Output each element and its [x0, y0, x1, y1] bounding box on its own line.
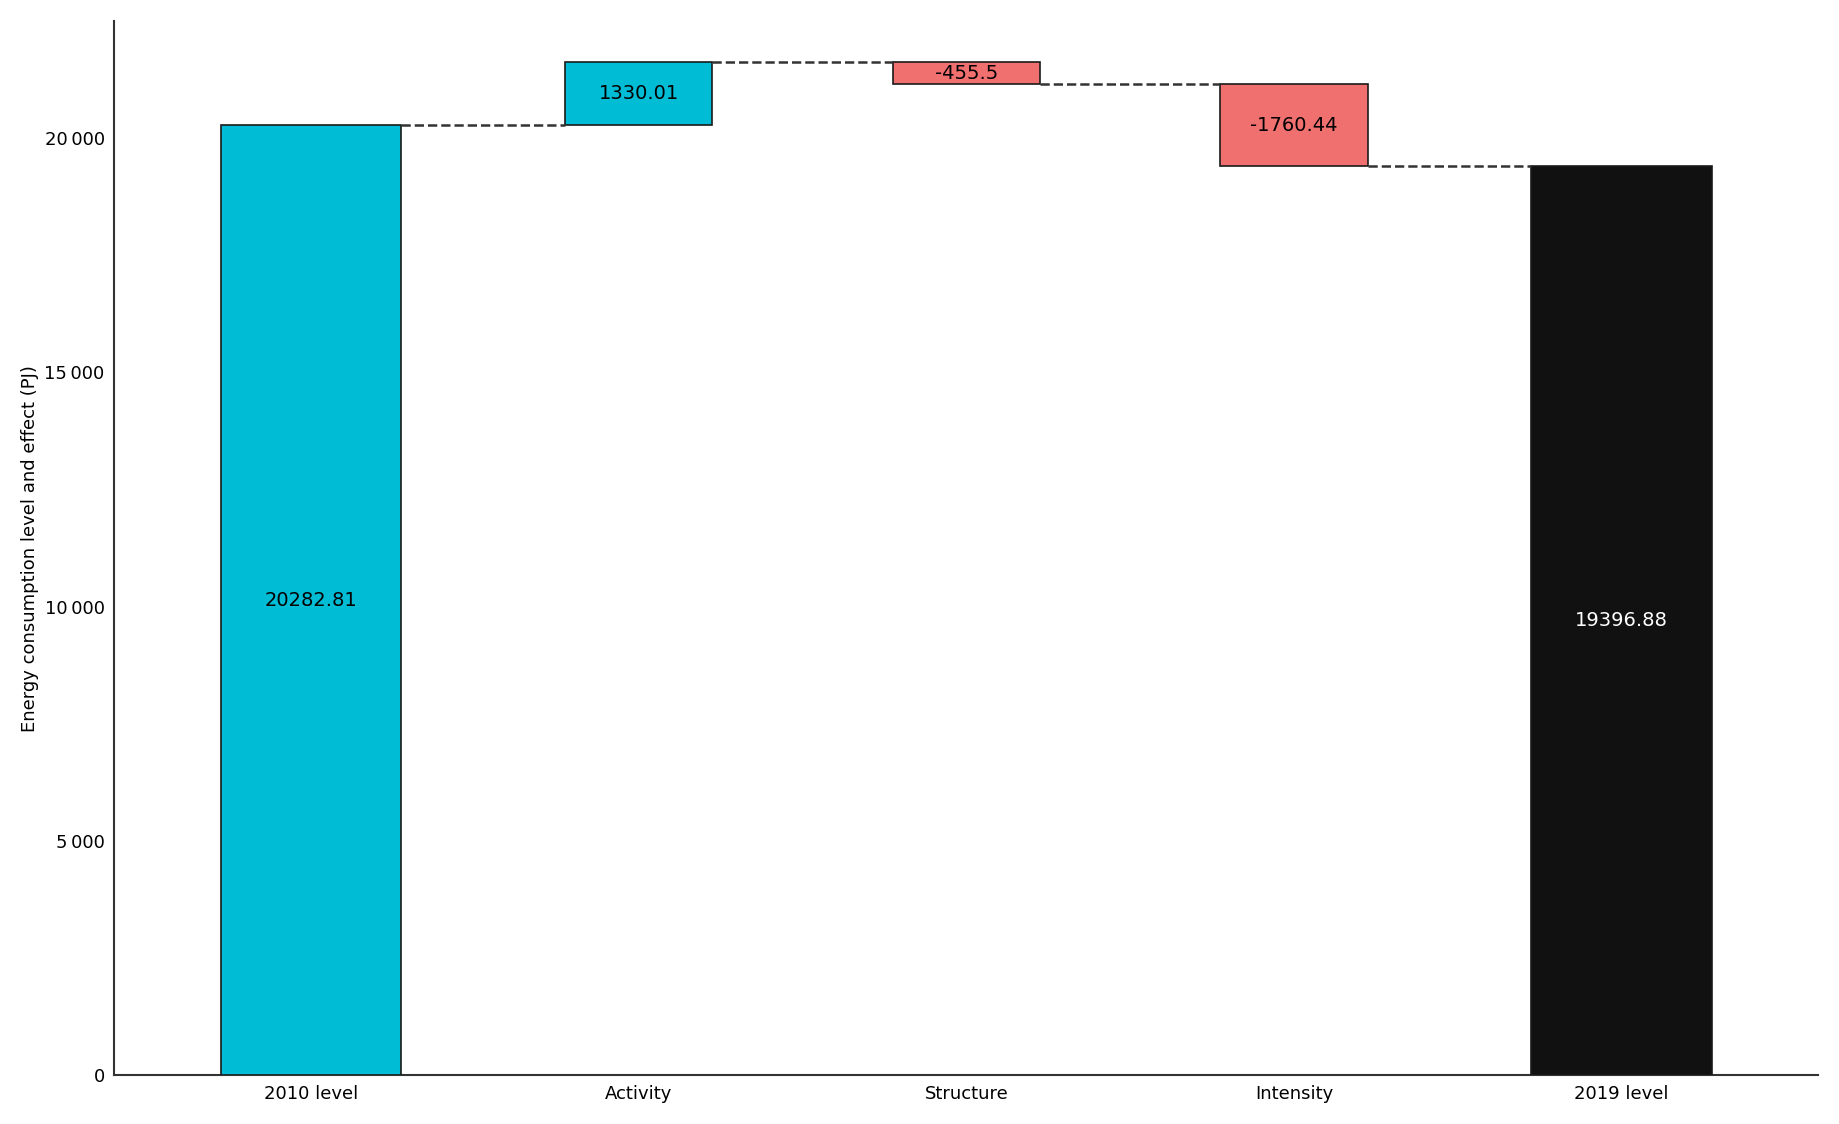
Text: -1760.44: -1760.44	[1251, 116, 1337, 135]
Text: -455.5: -455.5	[934, 64, 999, 82]
Bar	[1532, 166, 1712, 1076]
Text: 20282.81: 20282.81	[265, 590, 357, 609]
Text: 1330.01: 1330.01	[598, 84, 679, 103]
Bar	[892, 63, 1041, 84]
Bar	[221, 125, 401, 1076]
Bar	[565, 63, 712, 125]
Text: 19396.88: 19396.88	[1576, 611, 1668, 631]
Y-axis label: Energy consumption level and effect (PJ): Energy consumption level and effect (PJ)	[20, 364, 39, 732]
Bar	[1221, 84, 1368, 166]
